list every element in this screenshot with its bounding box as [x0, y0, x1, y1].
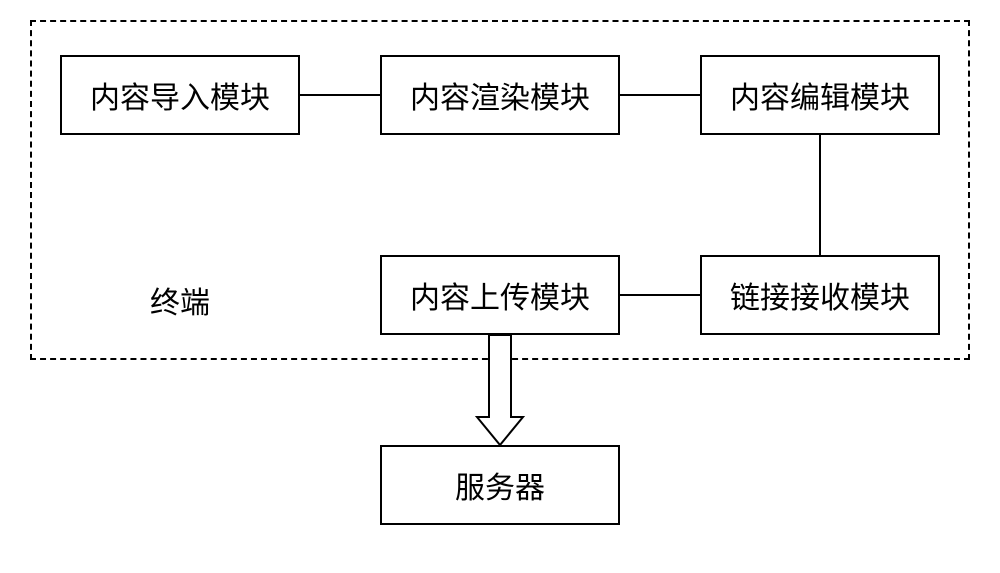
- node-content-render: 内容渲染模块: [380, 55, 620, 135]
- node-link-receive: 链接接收模块: [700, 255, 940, 335]
- node-label: 服务器: [455, 463, 545, 507]
- node-label: 内容渲染模块: [410, 73, 590, 117]
- node-label: 内容上传模块: [410, 273, 590, 317]
- diagram-canvas: 终端 内容导入模块 内容渲染模块 内容编辑模块 内容上传模块 链接接收模块 服务…: [0, 0, 1000, 573]
- node-content-upload: 内容上传模块: [380, 255, 620, 335]
- node-label: 内容编辑模块: [730, 73, 910, 117]
- node-content-import: 内容导入模块: [60, 55, 300, 135]
- node-label: 链接接收模块: [730, 273, 910, 317]
- node-content-edit: 内容编辑模块: [700, 55, 940, 135]
- node-label: 内容导入模块: [90, 73, 270, 117]
- node-server: 服务器: [380, 445, 620, 525]
- terminal-label: 终端: [150, 278, 210, 322]
